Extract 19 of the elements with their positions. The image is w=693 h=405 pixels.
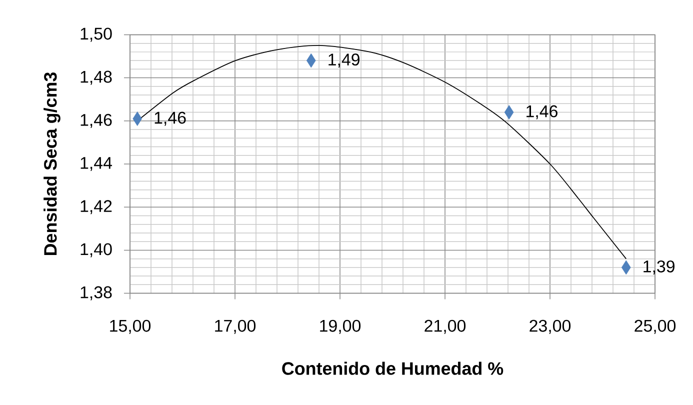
- data-label: 1,39: [644, 260, 674, 274]
- y-tick-label: 1,46: [80, 114, 112, 128]
- y-tick-label: 1,40: [80, 243, 112, 258]
- y-tick-label: 1,50: [80, 28, 112, 42]
- data-label: 1,46: [154, 112, 186, 126]
- y-tick-label: 1,48: [80, 70, 112, 85]
- y-tick-label: 1,38: [80, 286, 112, 300]
- data-label: 1,49: [328, 54, 360, 68]
- x-tick-label: 15,00: [110, 320, 151, 334]
- x-tick-label: 17,00: [215, 320, 256, 334]
- x-tick-label: 23,00: [530, 320, 571, 334]
- x-tick-label: 19,00: [320, 320, 361, 334]
- y-tick-label: 1,42: [80, 200, 112, 214]
- x-tick-label: 25,00: [634, 320, 676, 334]
- x-tick-label: 21,00: [424, 320, 466, 334]
- x-axis-title: Contenido de Humedad %: [282, 362, 504, 375]
- y-tick-label: 1,44: [80, 157, 112, 171]
- y-axis-title: Densidad Seca g/cm3: [44, 72, 60, 255]
- data-label: 1,46: [526, 105, 558, 120]
